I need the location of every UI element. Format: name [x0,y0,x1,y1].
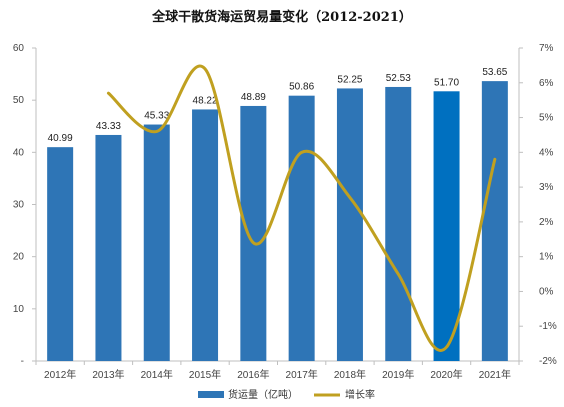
x-tick-label: 2020年 [430,368,462,381]
y-right-tick-label: 3% [539,182,554,193]
chart-title: 全球干散货海运贸易量变化（2012-2021） [152,10,412,25]
y-left-tick-label: 60 [13,43,25,54]
y-right-tick-label: 4% [539,147,554,158]
y-right-tick-label: -2% [539,356,557,367]
bar [481,81,508,362]
x-tick-label: 2021年 [479,368,511,381]
legend-swatch-bar [198,391,224,398]
x-tick-label: 2017年 [286,368,318,381]
y-left-tick-label: 40 [13,147,25,158]
y-right-tick-label: -1% [539,321,557,332]
bar-data-label: 43.33 [96,121,121,132]
x-tick-label: 2014年 [141,368,173,381]
bar [192,109,219,361]
growth-rate-line [106,64,497,352]
y-left-tick-label: 20 [13,252,25,263]
bar-data-label: 48.89 [241,92,266,103]
x-tick-label: 2016年 [237,368,269,381]
bar-data-label: 51.70 [434,77,459,88]
bar [47,147,74,361]
bar [288,95,315,362]
y-left-tick-label: 50 [13,95,25,106]
bar [95,134,122,361]
bar-data-label: 52.53 [386,73,411,84]
y-left-tick-label: - [21,356,24,367]
bar [433,91,460,361]
y-right-tick-label: 2% [539,217,554,228]
y-right-tick-label: 1% [539,252,554,263]
bar-data-label: 40.99 [48,133,73,144]
y-left-tick-label: 30 [13,200,25,211]
bar-data-label: 45.33 [144,111,169,122]
y-right-tick-label: 5% [539,113,554,124]
bar-data-label: 52.25 [337,74,362,85]
x-tick-label: 2018年 [334,368,366,381]
bar [143,124,170,361]
y-right-tick-label: 6% [539,78,554,89]
bar-data-label: 53.65 [482,67,507,78]
bar [336,88,363,361]
bar [240,105,267,361]
x-tick-label: 2013年 [92,368,124,381]
bar-data-label: 48.22 [193,95,218,106]
bar [385,86,412,361]
x-tick-label: 2012年 [44,368,76,381]
legend-label-line: 增长率 [345,388,375,401]
legend-label-bar: 货运量（亿吨） [228,388,298,401]
bar-data-label: 50.86 [289,82,314,93]
x-tick-label: 2019年 [382,368,414,381]
y-right-tick-label: 0% [539,286,554,297]
y-left-tick-label: 10 [13,304,25,315]
x-tick-label: 2015年 [189,368,221,381]
y-right-tick-label: 7% [539,43,554,54]
